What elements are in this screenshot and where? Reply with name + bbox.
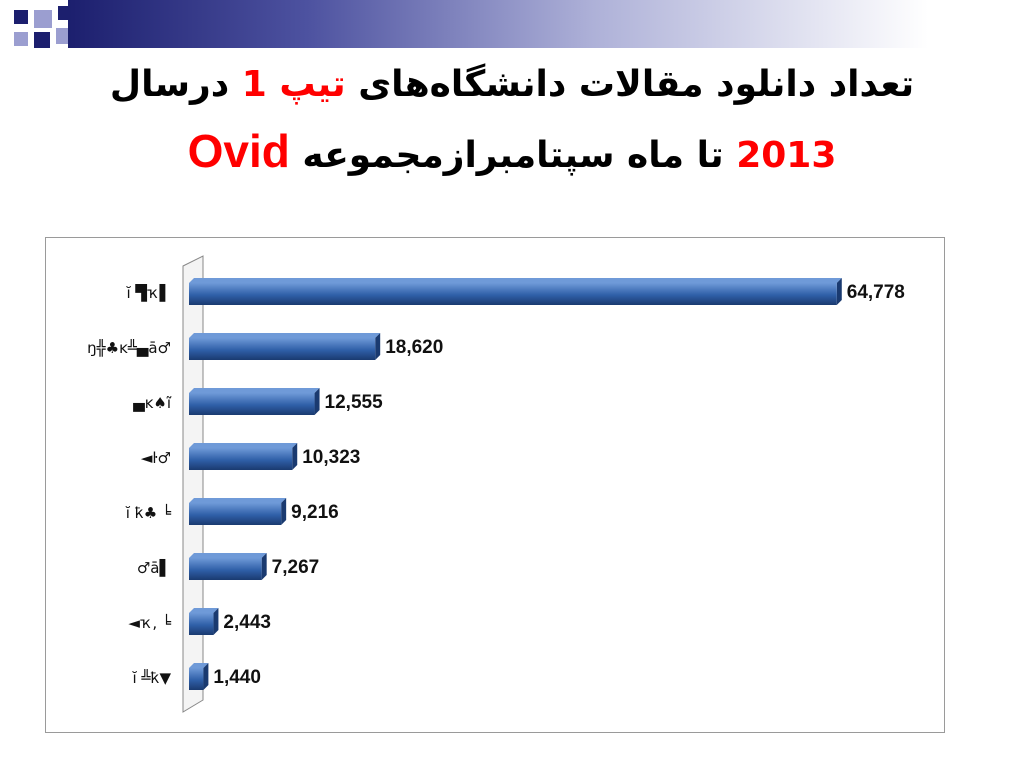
title-text: تعداد دانلود مقالات دانشگاه‌های bbox=[345, 64, 915, 105]
bar bbox=[189, 608, 219, 635]
decor-square bbox=[14, 10, 28, 24]
data-label: 7,267 bbox=[271, 557, 320, 578]
category-label: ĭ ▜ҡ▌ bbox=[126, 284, 171, 302]
category-label: ♂ā▌ bbox=[136, 559, 171, 577]
title-ovid: Ovid bbox=[187, 125, 290, 177]
title-year: 2013 bbox=[736, 135, 837, 176]
chart-container: ĭ ▜ҡ▌ ŋ╬♣ĸ╩▄ā♂ ▄ĸ♠ĩ ◄ŀ♂ ĭ ҟ♣ ╘ ♂ā▌ ◄ҡ, ╘ ĭ ╩ҟ▼ … bbox=[45, 237, 945, 733]
bar bbox=[189, 278, 842, 305]
bar bbox=[189, 333, 381, 360]
title-text-2: تا ماه سپتامبرازمجموعه bbox=[289, 135, 737, 176]
data-label: 2,443 bbox=[223, 612, 271, 633]
decor-square bbox=[34, 32, 50, 48]
bar bbox=[189, 498, 287, 525]
data-label: 12,555 bbox=[324, 392, 383, 413]
title-text-end: درسال bbox=[109, 64, 242, 105]
title-line-1: تعداد دانلود مقالات دانشگاه‌های تیپ 1 در… bbox=[40, 52, 984, 118]
bar bbox=[189, 443, 298, 470]
data-label: 64,778 bbox=[846, 282, 905, 303]
data-label: 1,440 bbox=[213, 667, 261, 688]
category-label: ▄ĸ♠ĩ bbox=[133, 394, 171, 412]
header-gradient-bar bbox=[68, 0, 1024, 48]
category-label: ŋ╬♣ĸ╩▄ā♂ bbox=[87, 339, 171, 357]
category-labels: ĭ ▜ҡ▌ ŋ╬♣ĸ╩▄ā♂ ▄ĸ♠ĩ ◄ŀ♂ ĭ ҟ♣ ╘ ♂ā▌ ◄ҡ, ╘ ĭ ╩ҟ▼ bbox=[46, 238, 171, 732]
title-line-2: 2013 تا ماه سپتامبرازمجموعه Ovid bbox=[40, 118, 984, 189]
bar-chart bbox=[182, 255, 842, 713]
bar bbox=[189, 388, 320, 415]
category-label: ĭ ╩ҟ▼ bbox=[132, 669, 171, 687]
slide-title: تعداد دانلود مقالات دانشگاه‌های تیپ 1 در… bbox=[40, 52, 984, 189]
data-label: 9,216 bbox=[291, 502, 339, 523]
category-label: ◄ҡ, ╘ bbox=[128, 614, 171, 632]
category-label: ĭ ҟ♣ ╘ bbox=[125, 504, 171, 522]
decor-square bbox=[14, 32, 28, 46]
axis-wall bbox=[182, 255, 204, 713]
title-highlight: تیپ 1 bbox=[241, 64, 346, 105]
category-label: ◄ŀ♂ bbox=[140, 449, 171, 467]
decor-square bbox=[34, 10, 52, 28]
data-label: 18,620 bbox=[385, 337, 444, 358]
bar bbox=[189, 663, 209, 690]
bar bbox=[189, 553, 267, 580]
data-label: 10,323 bbox=[302, 447, 361, 468]
